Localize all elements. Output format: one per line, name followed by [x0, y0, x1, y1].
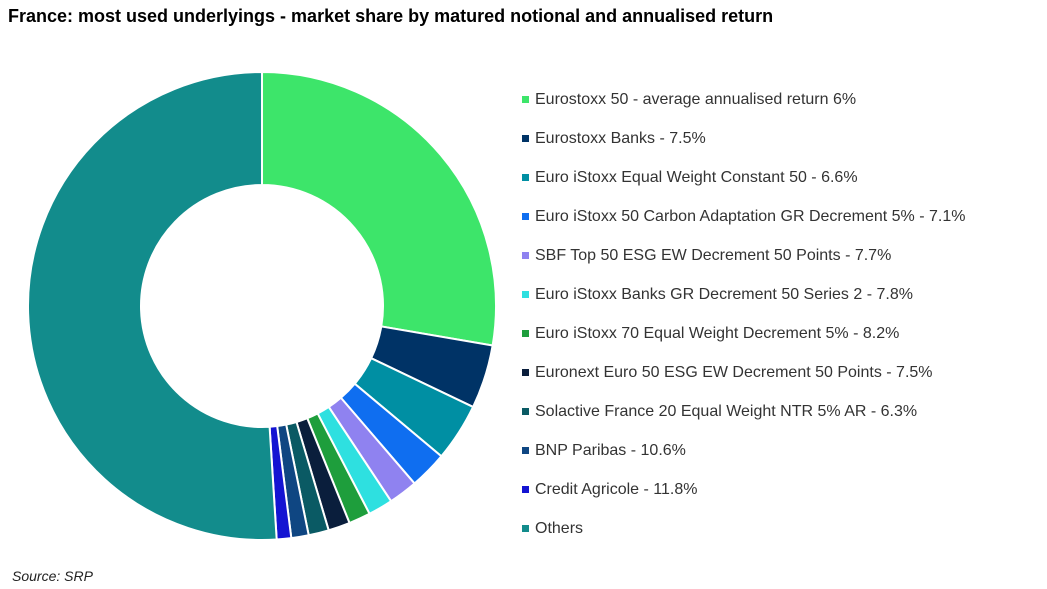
- legend-swatch: [522, 174, 529, 181]
- legend-item-11: Others: [522, 509, 965, 548]
- legend-item-8: Solactive France 20 Equal Weight NTR 5% …: [522, 392, 965, 431]
- legend-swatch: [522, 369, 529, 376]
- chart-title: France: most used underlyings - market s…: [8, 6, 774, 26]
- legend-item-2: Euro iStoxx Equal Weight Constant 50 - 6…: [522, 158, 965, 197]
- legend-swatch: [522, 291, 529, 298]
- legend-item-6: Euro iStoxx 70 Equal Weight Decrement 5%…: [522, 314, 965, 353]
- legend-label: Solactive France 20 Equal Weight NTR 5% …: [535, 402, 918, 420]
- legend-label: Euro iStoxx 50 Carbon Adaptation GR Decr…: [535, 207, 966, 225]
- legend-item-3: Euro iStoxx 50 Carbon Adaptation GR Decr…: [522, 197, 965, 236]
- legend-label: SBF Top 50 ESG EW Decrement 50 Points - …: [535, 246, 892, 264]
- donut-slice-0: [261, 70, 497, 347]
- legend-label: Eurostoxx Banks - 7.5%: [535, 129, 706, 147]
- legend-swatch: [522, 525, 529, 532]
- legend-label: Others: [535, 519, 584, 537]
- legend-label: Euro iStoxx Banks GR Decrement 50 Series…: [535, 285, 913, 303]
- legend-item-0: Eurostoxx 50 - average annualised return…: [522, 80, 965, 119]
- legend-swatch: [522, 96, 529, 103]
- legend-swatch: [522, 486, 529, 493]
- source-note: Source: SRP: [12, 568, 93, 584]
- legend-item-5: Euro iStoxx Banks GR Decrement 50 Series…: [522, 275, 965, 314]
- legend-label: Euronext Euro 50 ESG EW Decrement 50 Poi…: [535, 363, 933, 381]
- legend-swatch: [522, 252, 529, 259]
- legend-label: Euro iStoxx 70 Equal Weight Decrement 5%…: [535, 324, 900, 342]
- legend-swatch: [522, 213, 529, 220]
- legend-label: Credit Agricole - 11.8%: [535, 480, 698, 498]
- legend-label: BNP Paribas - 10.6%: [535, 441, 686, 459]
- donut-slice-11: [26, 70, 278, 541]
- legend-item-4: SBF Top 50 ESG EW Decrement 50 Points - …: [522, 236, 965, 275]
- legend-swatch: [522, 135, 529, 142]
- legend-item-1: Eurostoxx Banks - 7.5%: [522, 119, 965, 158]
- legend-label: Eurostoxx 50 - average annualised return…: [535, 90, 857, 108]
- legend-item-10: Credit Agricole - 11.8%: [522, 470, 965, 509]
- donut-chart: [26, 70, 497, 541]
- chart-legend: Eurostoxx 50 - average annualised return…: [522, 80, 965, 548]
- legend-item-9: BNP Paribas - 10.6%: [522, 431, 965, 470]
- legend-swatch: [522, 447, 529, 454]
- legend-swatch: [522, 408, 529, 415]
- legend-item-7: Euronext Euro 50 ESG EW Decrement 50 Poi…: [522, 353, 965, 392]
- legend-label: Euro iStoxx Equal Weight Constant 50 - 6…: [535, 168, 858, 186]
- legend-swatch: [522, 330, 529, 337]
